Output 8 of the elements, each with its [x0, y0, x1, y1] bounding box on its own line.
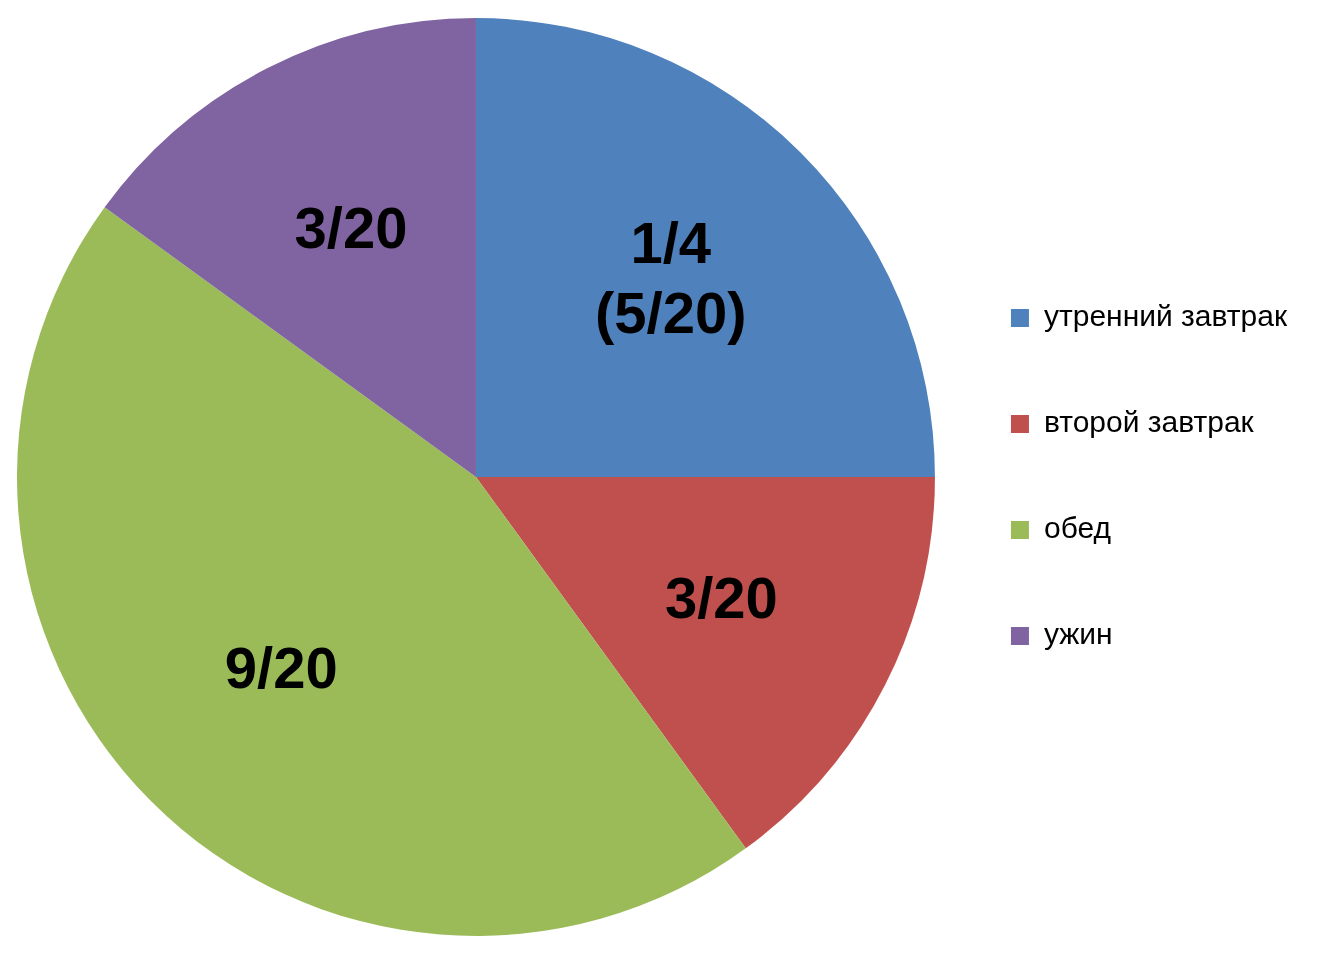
legend-label: второй завтрак	[1043, 405, 1255, 439]
legend-label: ужин	[1043, 617, 1113, 651]
data-label: 1/4 (5/20)	[594, 210, 747, 346]
legend-label: утренний завтрак	[1043, 299, 1288, 333]
data-label: 3/20	[664, 565, 778, 631]
data-label: 3/20	[294, 194, 408, 260]
data-label: 9/20	[224, 634, 338, 700]
legend-label: обед	[1043, 511, 1112, 545]
